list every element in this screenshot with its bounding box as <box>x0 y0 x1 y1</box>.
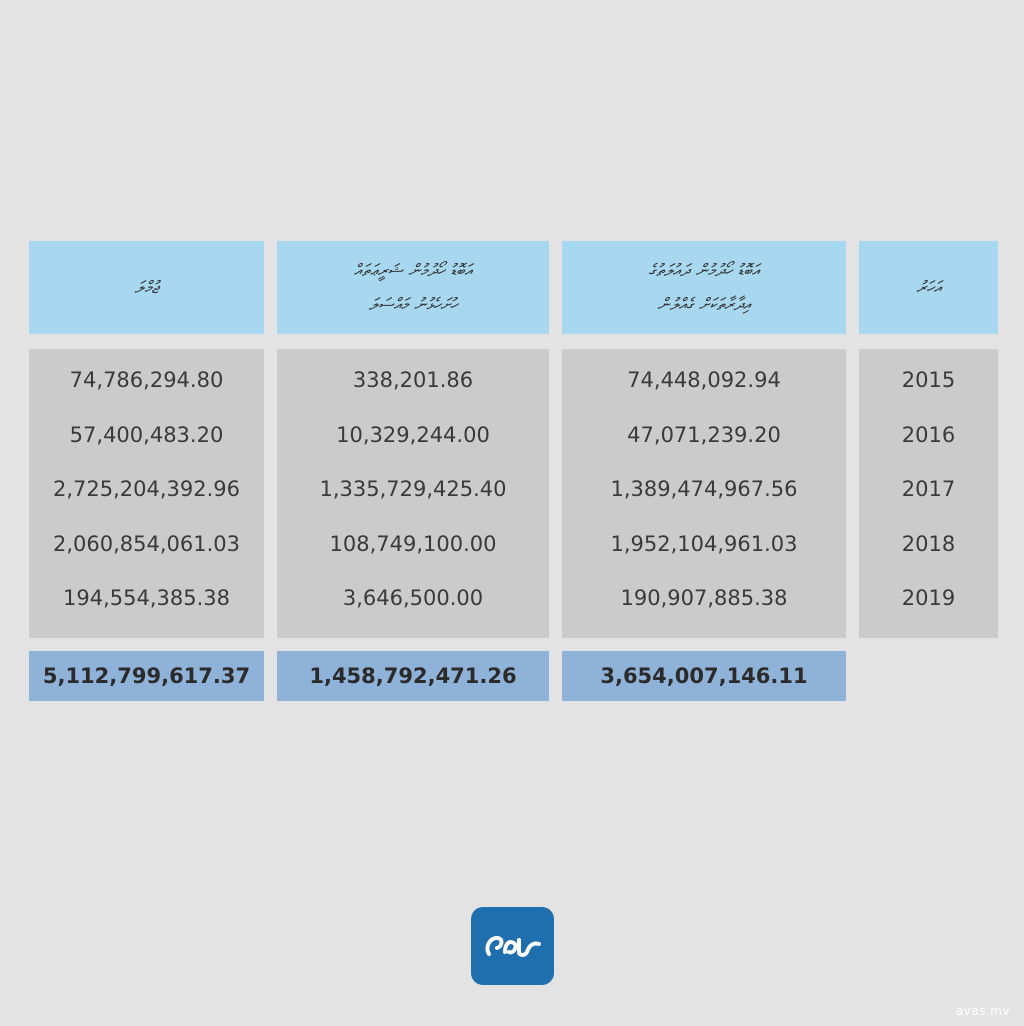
column-totals: 74,786,294.80 57,400,483.20 2,725,204,39… <box>29 349 264 638</box>
year-cell: 2019 <box>901 586 956 611</box>
agency-cell: 1,389,474,967.56 <box>610 477 798 502</box>
agency-cell: 47,071,239.20 <box>627 422 781 447</box>
sum-agencies-value: 3,654,007,146.11 <box>600 664 808 688</box>
header-court-line1: އަބޮޑު ހޯދުމުން ޝަރީޢަތައް <box>353 260 473 281</box>
agency-cell: 74,448,092.94 <box>627 368 781 392</box>
sum-court-value: 1,458,792,471.26 <box>309 664 517 688</box>
totals-cell: 194,554,385.38 <box>63 586 230 611</box>
column-years: 2015 2016 2017 2018 2019 <box>859 349 998 638</box>
column-court-cases: 338,201.86 10,329,244.00 1,335,729,425.4… <box>277 349 549 638</box>
court-cell: 108,749,100.00 <box>329 531 497 556</box>
agency-cell: 190,907,885.38 <box>620 586 788 611</box>
avas-logo-icon <box>471 907 554 985</box>
watermark: avas.mv <box>955 1004 1010 1018</box>
header-agency-line1: އަބޮޑު ހޯދުމުން ދައުލަތުގެ <box>648 260 760 281</box>
sum-totals: 5,112,799,617.37 <box>29 651 264 701</box>
header-year-label: އަހަރު <box>916 277 941 298</box>
court-cell: 1,335,729,425.40 <box>319 477 507 502</box>
year-cell: 2015 <box>901 368 956 392</box>
header-court-line2: ހުށަހެޅުނު މައްސަލަ <box>368 294 458 315</box>
year-cell: 2016 <box>901 422 956 447</box>
court-cell: 3,646,500.00 <box>342 586 484 611</box>
totals-cell: 2,725,204,392.96 <box>52 477 241 502</box>
header-total: ޖުމްލަ <box>29 241 264 334</box>
court-cell: 338,201.86 <box>352 368 474 392</box>
totals-cell: 2,060,854,061.03 <box>52 531 241 556</box>
header-court-cases: އަބޮޑު ހޯދުމުން ޝަރީޢަތައް ހުށަހެޅުނު މަ… <box>277 241 549 334</box>
header-total-label: ޖުމްލަ <box>134 277 159 298</box>
header-year: އަހަރު <box>859 241 998 334</box>
totals-cell: 74,786,294.80 <box>69 368 224 392</box>
sum-agencies: 3,654,007,146.11 <box>562 651 846 701</box>
header-agency-losses: އަބޮޑު ހޯދުމުން ދައުލަތުގެ އިދާރާތަކަށް … <box>562 241 846 334</box>
header-agency-line2: އިދާރާތަކަށް ގެއްލުން <box>657 294 751 315</box>
logo-mark <box>484 935 541 957</box>
year-cell: 2017 <box>901 477 956 502</box>
sum-court: 1,458,792,471.26 <box>277 651 549 701</box>
court-cell: 10,329,244.00 <box>336 422 490 447</box>
totals-cell: 57,400,483.20 <box>69 422 224 447</box>
sum-totals-value: 5,112,799,617.37 <box>42 664 251 688</box>
column-agency-losses: 74,448,092.94 47,071,239.20 1,389,474,96… <box>562 349 846 638</box>
agency-cell: 1,952,104,961.03 <box>610 531 798 556</box>
year-cell: 2018 <box>901 531 956 556</box>
